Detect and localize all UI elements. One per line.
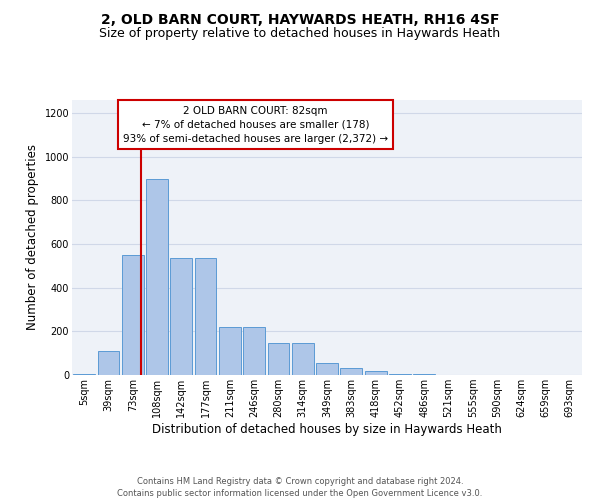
Bar	[243, 327, 265, 375]
Bar	[219, 327, 241, 375]
Bar	[97, 351, 119, 375]
Bar	[365, 370, 386, 375]
Text: 2 OLD BARN COURT: 82sqm
← 7% of detached houses are smaller (178)
93% of semi-de: 2 OLD BARN COURT: 82sqm ← 7% of detached…	[123, 106, 388, 144]
Bar	[389, 374, 411, 375]
Bar	[268, 344, 289, 375]
Text: 2, OLD BARN COURT, HAYWARDS HEATH, RH16 4SF: 2, OLD BARN COURT, HAYWARDS HEATH, RH16 …	[101, 12, 499, 26]
Bar	[170, 258, 192, 375]
Bar	[340, 368, 362, 375]
Bar	[122, 255, 143, 375]
Y-axis label: Number of detached properties: Number of detached properties	[26, 144, 39, 330]
Bar	[413, 374, 435, 375]
Bar	[194, 258, 217, 375]
Bar	[316, 363, 338, 375]
Bar	[146, 178, 168, 375]
X-axis label: Distribution of detached houses by size in Haywards Heath: Distribution of detached houses by size …	[152, 423, 502, 436]
Text: Size of property relative to detached houses in Haywards Heath: Size of property relative to detached ho…	[100, 28, 500, 40]
Bar	[292, 344, 314, 375]
Bar	[73, 374, 95, 375]
Text: Contains HM Land Registry data © Crown copyright and database right 2024.
Contai: Contains HM Land Registry data © Crown c…	[118, 476, 482, 498]
